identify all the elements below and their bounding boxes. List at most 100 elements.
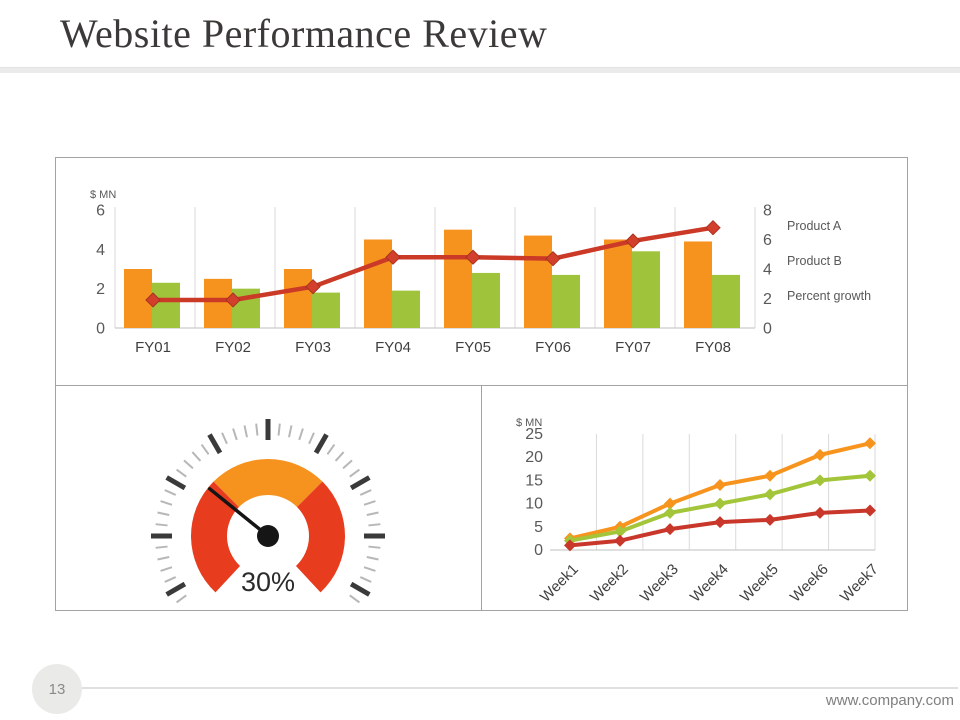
week-label: Week6 [787,561,832,606]
gauge-minor-tick [359,489,372,496]
left-axis-unit-label: $ MN [90,189,116,201]
gauge-minor-tick [221,432,228,445]
week-series-marker-2 [614,525,626,538]
week-series-marker-1 [714,479,726,492]
week-label: Week5 [737,561,782,606]
week-label: Week2 [587,561,632,606]
right-axis-tick-label: 4 [763,262,772,279]
week-series-marker-2 [864,469,876,482]
right-axis-tick-label: 6 [763,232,772,249]
left-axis-tick-label: 4 [96,242,105,259]
gauge-minor-tick [368,523,381,527]
growth-line-marker [545,250,561,267]
gauge-minor-tick [157,556,170,561]
left-axis-tick-label: 6 [96,203,105,220]
legend-product-b: Product B [787,254,842,268]
gauge-major-tick [165,475,187,491]
gauge-minor-tick [183,459,194,470]
gauge-major-tick [313,433,329,455]
week-series-marker-3 [864,504,876,517]
gauge-minor-tick [326,443,336,455]
week-series-marker-3 [814,506,826,519]
bar-product-a [604,239,632,328]
week-label: Week3 [637,561,682,606]
page-number-badge: 13 [32,664,82,714]
category-label: FY01 [135,339,171,356]
gauge-minor-tick [164,576,177,583]
gauge-minor-tick [298,428,304,441]
gauge-chart-canvas: 30% [151,419,385,604]
fy-combo-chart-canvas: $ MN 0 2 4 6 0 2 4 6 8 FY01 FY02 FY03 FY04 FY05 FY06 FY0… [90,189,772,356]
gauge-minor-tick [200,443,210,455]
gauge-minor-tick [160,566,173,572]
growth-line-marker [305,278,321,295]
gauge-minor-tick [366,556,379,561]
slide-title: Website Performance Review [60,11,548,56]
gauge-minor-tick [277,423,281,436]
left-axis-tick-label: 0 [96,321,105,338]
week-series-marker-2 [814,474,826,487]
week-series-marker-3 [614,534,626,547]
fy-combo-chart: $ MN 0 2 4 6 0 2 4 6 8 FY01 FY02 FY03 FY04 FY05 FY06 FY0… [56,158,907,385]
combo-legend: Product A Product B Percent growth [787,219,871,303]
title-divider [0,67,960,73]
page-number: 13 [48,680,66,698]
gauge-chart: 30% [56,386,481,610]
gauge-minor-tick [366,511,379,516]
gauge-value-label: 30% [241,567,295,597]
gauge-minor-tick [359,576,372,583]
gauge-major-tick [349,581,371,597]
left-axis-tick-label: 2 [96,281,105,298]
gauge-minor-tick [155,545,168,549]
week-series-marker-2 [764,488,776,501]
bar-product-a [524,235,552,328]
right-axis-tick-label: 2 [763,291,772,308]
right-axis-tick-label: 0 [763,321,772,338]
week-label: Week1 [537,561,582,606]
legend-product-a: Product A [787,219,842,233]
gauge-minor-tick [334,451,345,462]
growth-line-marker [465,249,481,265]
panel-vertical-divider [481,386,482,610]
y-axis-tick-label: 5 [534,519,543,536]
category-label: FY02 [215,339,251,356]
week-series-marker-3 [564,539,576,552]
week-series-marker-1 [664,497,676,510]
gauge-minor-tick [160,500,173,506]
growth-line-marker [145,292,161,308]
gauge-minor-tick [157,511,170,516]
bar-product-b [392,290,420,328]
gauge-minor-tick [363,500,376,506]
bar-product-b [152,282,180,328]
bar-product-b [472,272,500,328]
category-label: FY03 [295,339,331,356]
bar-product-b [712,274,740,328]
gauge-ring-segment [295,481,345,593]
category-label: FY06 [535,339,571,356]
gauge-minor-tick [175,594,187,604]
week-series-marker-2 [664,506,676,519]
gauge-minor-tick [232,428,238,441]
gauge-needle-hub [257,525,279,547]
bar-product-b [552,274,580,328]
week-series-marker-3 [664,523,676,536]
category-label: FY04 [375,339,411,356]
bar-product-b [632,251,660,328]
bar-product-a [204,278,232,328]
bar-product-a [684,241,712,328]
week-label: Week7 [837,561,882,606]
panel-horizontal-divider [56,385,907,386]
growth-line-marker [705,219,721,236]
week-series-marker-2 [714,497,726,510]
y-axis-tick-label: 15 [525,472,543,489]
gauge-minor-tick [155,523,168,527]
week-series-marker-3 [714,516,726,529]
bar-product-b [312,292,340,328]
gauge-minor-tick [164,489,177,496]
bar-product-a [444,229,472,328]
weekly-line-chart: $ MN 0 5 10 15 20 25 Week1 Week2 Week3 Week4 Week5 W… [482,386,907,610]
website-url: www.company.com [825,692,954,709]
gauge-minor-tick [175,468,187,478]
bar-product-a [364,239,392,328]
